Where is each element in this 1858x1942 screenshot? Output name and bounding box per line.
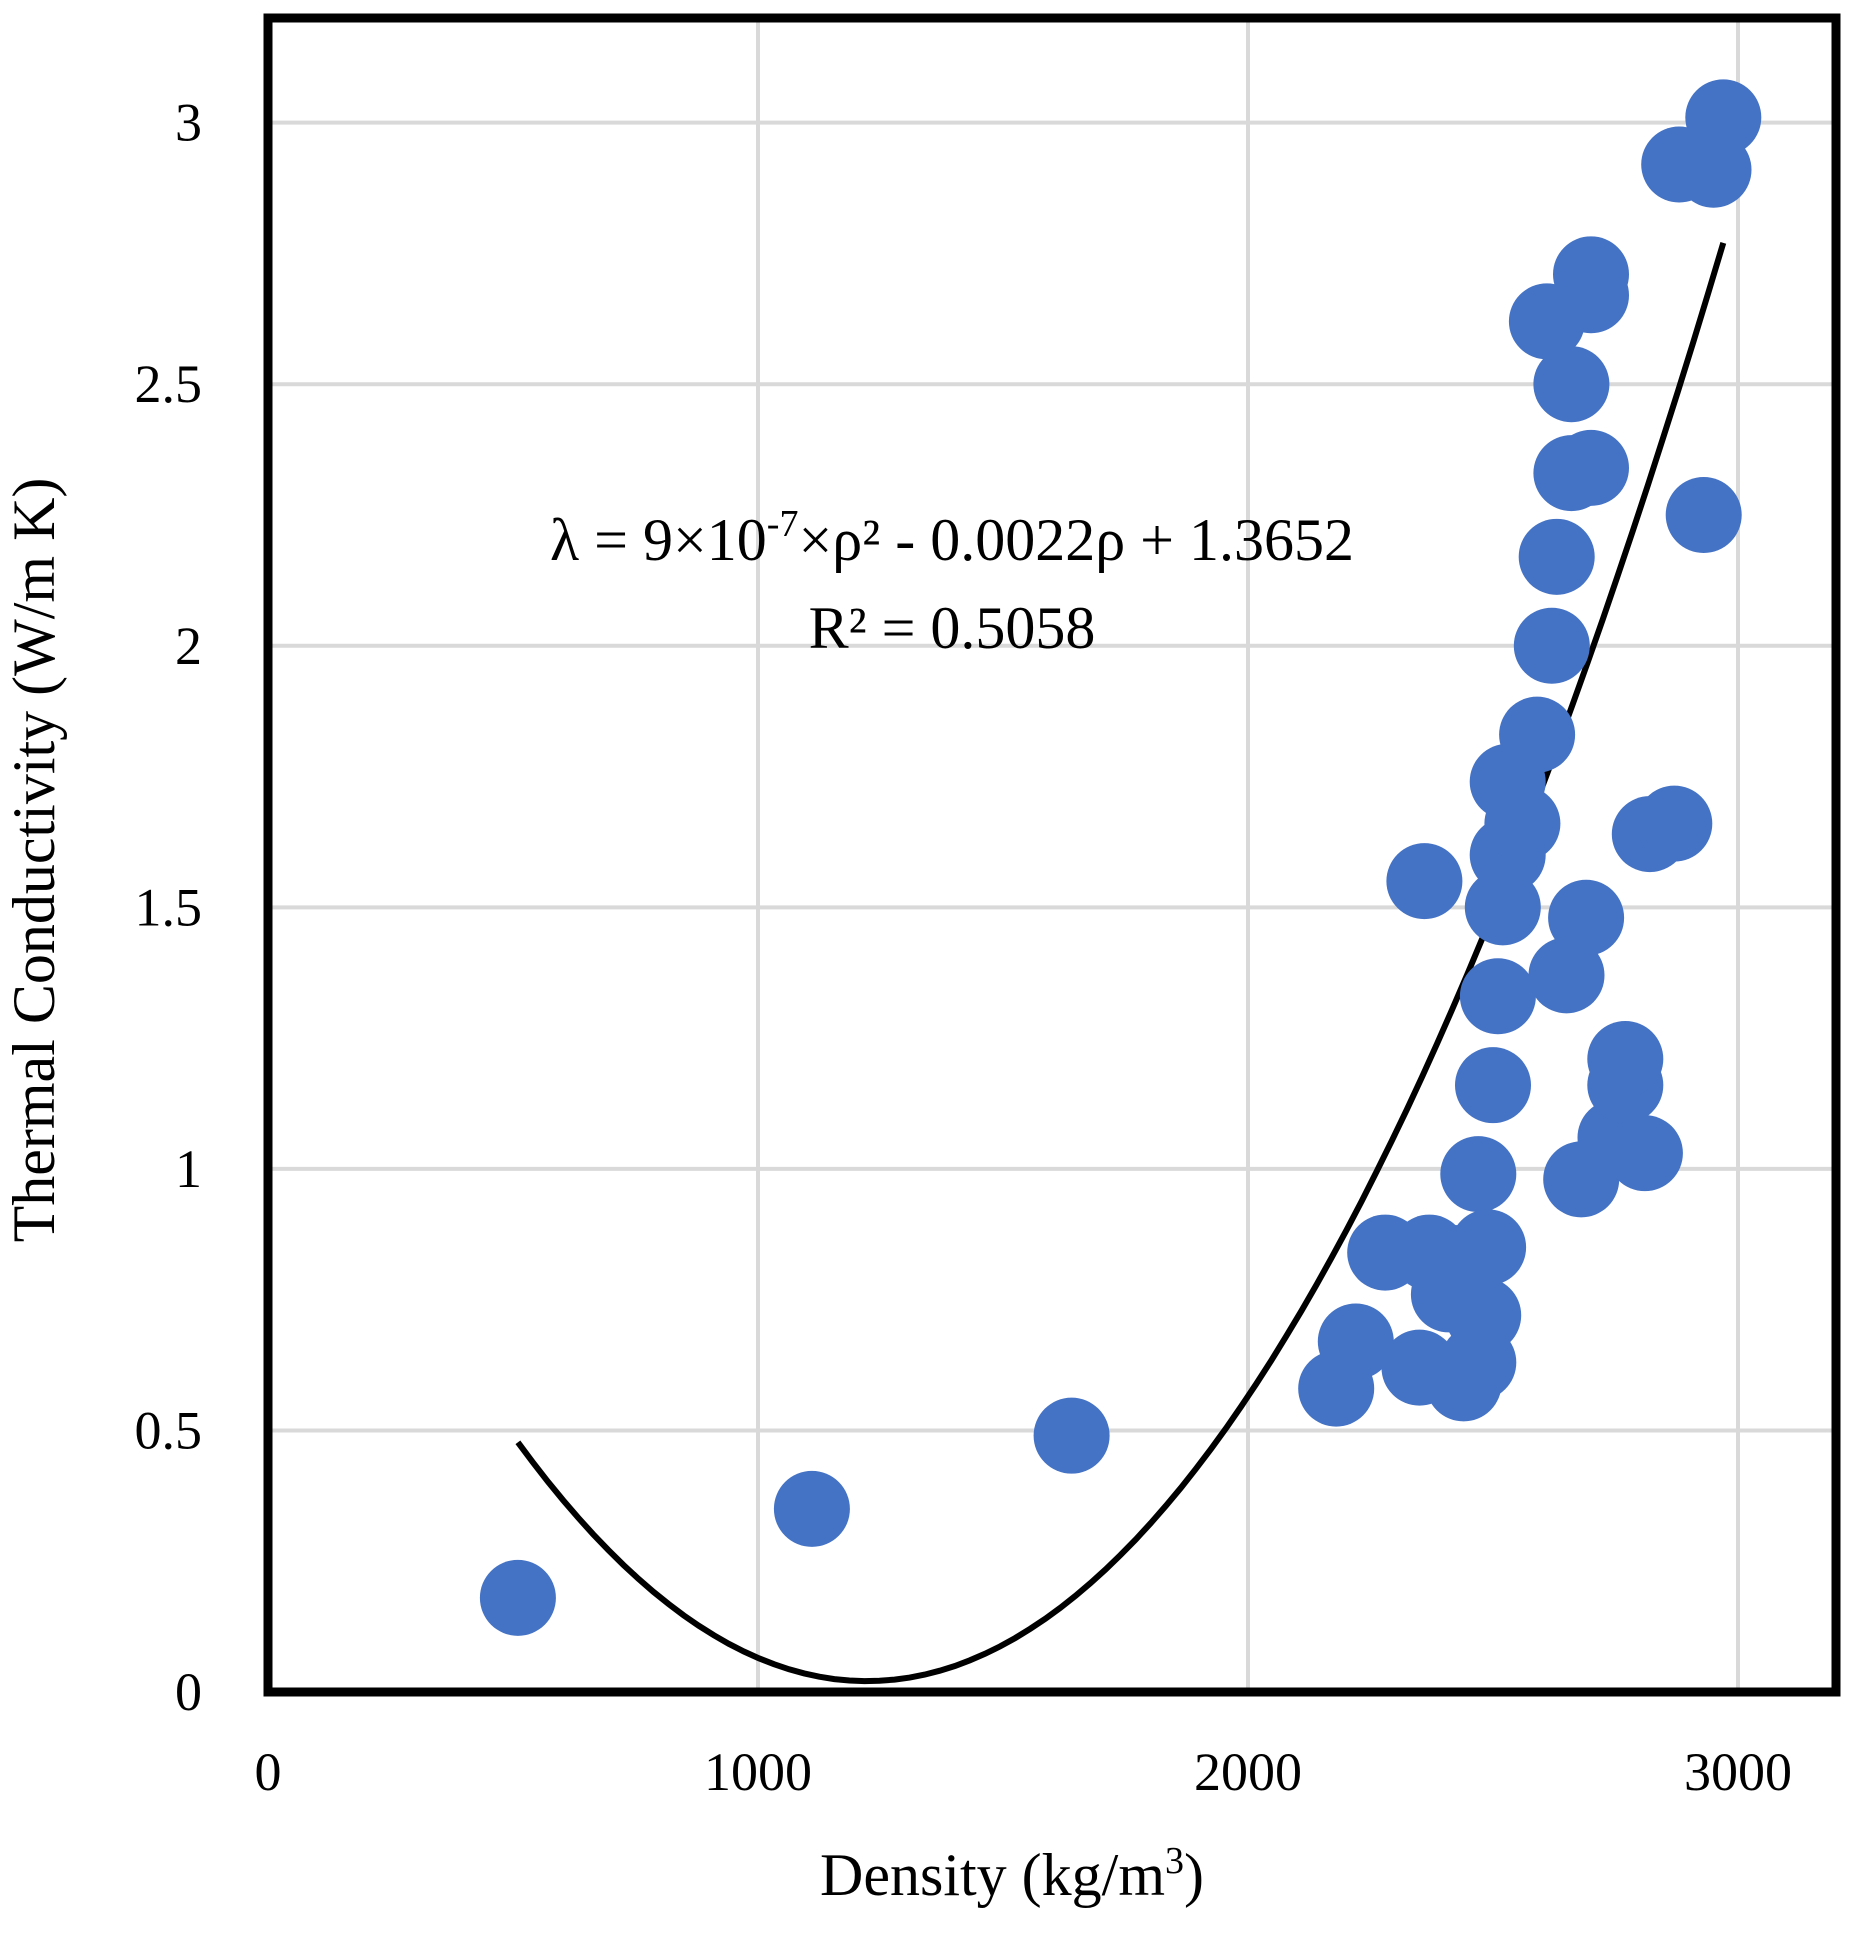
x-tick-label: 0 [255,1742,282,1802]
y-tick-label: 2.5 [135,354,203,414]
data-point [773,1470,850,1547]
equation-exponent: -7 [767,503,799,545]
data-point [1636,785,1713,862]
plot-frame [263,13,1841,1697]
trendline-equation: λ = 9×10-7×ρ² - 0.0022ρ + 1.3652 [550,503,1354,573]
data-point [1518,518,1595,595]
data-point [1455,1047,1531,1124]
data-point [1665,476,1742,553]
data-point [1553,429,1629,506]
data-point [1440,1136,1517,1213]
y-tick-label: 2 [175,616,202,676]
data-point [1459,958,1536,1035]
data-point [1033,1397,1110,1474]
data-point [1386,843,1463,920]
data-point [1513,607,1590,684]
y-tick-label: 1 [175,1139,202,1199]
data-point [1528,937,1605,1014]
equation-part-1: λ = 9×10 [550,507,767,573]
y-tick-label: 0 [175,1662,202,1722]
r-squared-label: R² = 0.5058 [809,595,1096,661]
grid-lines [268,18,1836,1692]
y-tick-label: 3 [175,93,202,153]
equation-part-2: ×ρ² - 0.0022ρ + 1.3652 [798,507,1354,573]
x-axis-title: Density (kg/m3) [820,1840,1204,1908]
data-point [1533,346,1610,423]
data-point [1450,1209,1527,1286]
data-point [479,1559,556,1636]
x-tick-label: 3000 [1684,1742,1792,1802]
x-tick-labels: 0 1000 2000 3000 [255,1742,1793,1802]
data-point [1548,879,1625,956]
data-point [1445,1277,1522,1354]
data-points [479,79,1762,1636]
y-tick-label: 0.5 [135,1400,203,1460]
x-axis-title-superscript: 3 [1165,1840,1184,1882]
data-point [1317,1303,1394,1380]
data-point [1553,236,1629,313]
y-tick-label: 1.5 [135,877,203,937]
data-point [1484,785,1561,862]
x-axis-title-tail: ) [1184,1842,1204,1908]
y-tick-labels: 0 0.5 1 1.5 2 2.5 3 [135,93,203,1722]
data-point [1685,79,1762,156]
data-point [1499,696,1576,773]
x-axis-title-main: Density (kg/m [820,1842,1165,1908]
data-point [1587,1021,1664,1098]
data-point [1606,1115,1683,1192]
x-tick-label: 1000 [704,1742,812,1802]
x-tick-label: 2000 [1194,1742,1302,1802]
y-axis-title: Thermal Conductivity (W/m K) [1,478,67,1243]
